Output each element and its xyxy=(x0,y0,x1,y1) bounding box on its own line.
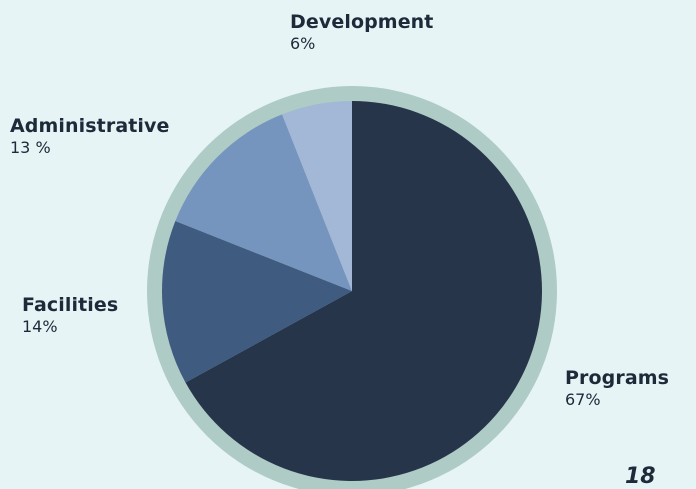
pie-slice-programs xyxy=(185,101,542,481)
label-programs-name: Programs xyxy=(565,367,670,389)
pie-slice-development xyxy=(282,101,352,291)
label-programs: Programs 67% xyxy=(565,367,670,409)
pie-slice-facilities xyxy=(161,221,352,383)
label-administrative-name: Administrative xyxy=(10,115,170,137)
pie-slice-administrative xyxy=(175,114,352,291)
label-development-value: 6% xyxy=(290,33,316,53)
label-programs-value: 67% xyxy=(565,389,601,409)
label-facilities-name: Facilities xyxy=(22,294,119,316)
label-facilities: Facilities 14% xyxy=(22,294,119,336)
pie-slices xyxy=(161,101,542,481)
label-facilities-value: 14% xyxy=(22,316,58,336)
label-administrative: Administrative 13 % xyxy=(10,115,170,157)
label-administrative-value: 13 % xyxy=(10,137,51,157)
label-development-name: Development xyxy=(290,11,434,33)
page-number: 18 xyxy=(625,464,656,489)
label-development: Development 6% xyxy=(290,11,434,53)
